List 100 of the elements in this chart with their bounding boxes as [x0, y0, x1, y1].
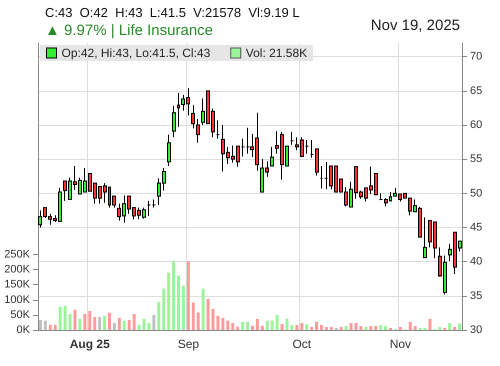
bar — [192, 302, 195, 330]
bar — [364, 326, 368, 330]
bar — [250, 326, 254, 330]
bar — [186, 261, 190, 330]
candlestick — [320, 166, 323, 190]
bar — [103, 316, 106, 330]
bar — [98, 317, 102, 330]
bar — [44, 320, 47, 330]
bar — [83, 314, 86, 330]
bar — [221, 318, 224, 330]
bar — [48, 324, 52, 330]
legend-label: Op:42, Hi:43, Lo:41.5, Cl:43 — [62, 46, 211, 60]
candlestick — [423, 216, 427, 258]
candlestick — [172, 105, 176, 138]
candlestick — [152, 198, 156, 208]
bar — [241, 322, 244, 330]
bar — [38, 320, 42, 330]
bar — [305, 324, 308, 330]
bar — [324, 326, 328, 330]
candlestick — [290, 131, 294, 146]
bar — [236, 326, 240, 330]
bar — [182, 286, 185, 330]
text: Nov 19, 2025 — [370, 17, 460, 34]
y-tick-label: 30 — [470, 324, 482, 336]
bar — [132, 314, 136, 330]
bar — [379, 325, 382, 330]
bar — [212, 308, 214, 330]
bar — [78, 318, 82, 330]
chart-title: C:43 O:42 H:43 L:41.5 V:21578 Vl:9.19 L — [45, 5, 300, 20]
bar — [93, 317, 96, 330]
legend-label: Vol: 21.58K — [246, 46, 308, 60]
bar — [64, 306, 67, 330]
bar — [128, 320, 131, 330]
candlestick — [216, 120, 220, 140]
bar — [438, 326, 442, 330]
candlestick — [246, 127, 250, 154]
candlestick — [270, 146, 274, 166]
bar — [330, 326, 333, 330]
x-tick-label: Oct — [292, 337, 312, 351]
y-tick-label: 40 — [470, 256, 482, 268]
bar — [280, 324, 284, 330]
bar — [260, 326, 264, 330]
bar — [350, 323, 353, 330]
bar — [359, 326, 362, 330]
bar — [108, 312, 111, 330]
bar — [290, 324, 294, 330]
bar — [458, 323, 462, 330]
candlestick — [147, 200, 151, 216]
bar — [172, 261, 176, 330]
bar — [256, 318, 259, 330]
bar — [226, 320, 230, 330]
y2-tick-label: 0K — [16, 324, 31, 336]
y-tick-label: 50 — [470, 187, 482, 200]
y-tick-label: 55 — [470, 153, 482, 166]
y2-tick-label: 150K — [4, 278, 31, 291]
candlestick — [191, 104, 195, 129]
bar — [142, 318, 146, 330]
bar — [112, 323, 116, 330]
bar — [428, 318, 432, 330]
y-tick-label: 35 — [470, 290, 482, 302]
bar — [344, 326, 348, 330]
bar — [315, 322, 318, 330]
bar — [354, 323, 358, 330]
y-tick-label: 60 — [470, 119, 482, 131]
bar — [448, 323, 452, 330]
bar — [58, 306, 62, 330]
bar — [152, 314, 156, 330]
bar — [122, 320, 126, 330]
bar — [286, 318, 288, 330]
bar — [147, 323, 150, 330]
bar — [414, 326, 417, 330]
bar — [384, 326, 388, 330]
y-tick-label: 70 — [470, 50, 482, 63]
bar — [295, 324, 298, 330]
bar — [138, 324, 141, 330]
bar — [202, 288, 205, 330]
chart-subtitle: ▲ 9.97% | Life Insurance — [45, 22, 214, 39]
bar — [453, 326, 456, 330]
x-tick-label: Aug 25 — [70, 337, 110, 351]
bar — [206, 298, 210, 330]
candlestick — [196, 118, 200, 144]
y-tick-label: 45 — [470, 222, 482, 234]
bar — [68, 314, 72, 330]
bar — [246, 322, 250, 330]
bar — [310, 326, 314, 330]
x-tick-label: Nov — [390, 337, 412, 351]
bar — [270, 320, 274, 330]
bar — [340, 326, 343, 330]
bar — [118, 318, 121, 330]
x-tick-label: Sep — [178, 337, 200, 351]
candlestick — [167, 134, 171, 166]
bar — [276, 314, 279, 330]
bar — [398, 326, 402, 330]
bar — [320, 324, 323, 330]
bar — [177, 276, 180, 330]
y-tick-label: 65 — [470, 84, 482, 97]
bar — [216, 316, 220, 330]
y2-tick-label: 250K — [4, 248, 31, 260]
bar — [74, 310, 76, 330]
y2-tick-label: 100K — [4, 294, 31, 306]
